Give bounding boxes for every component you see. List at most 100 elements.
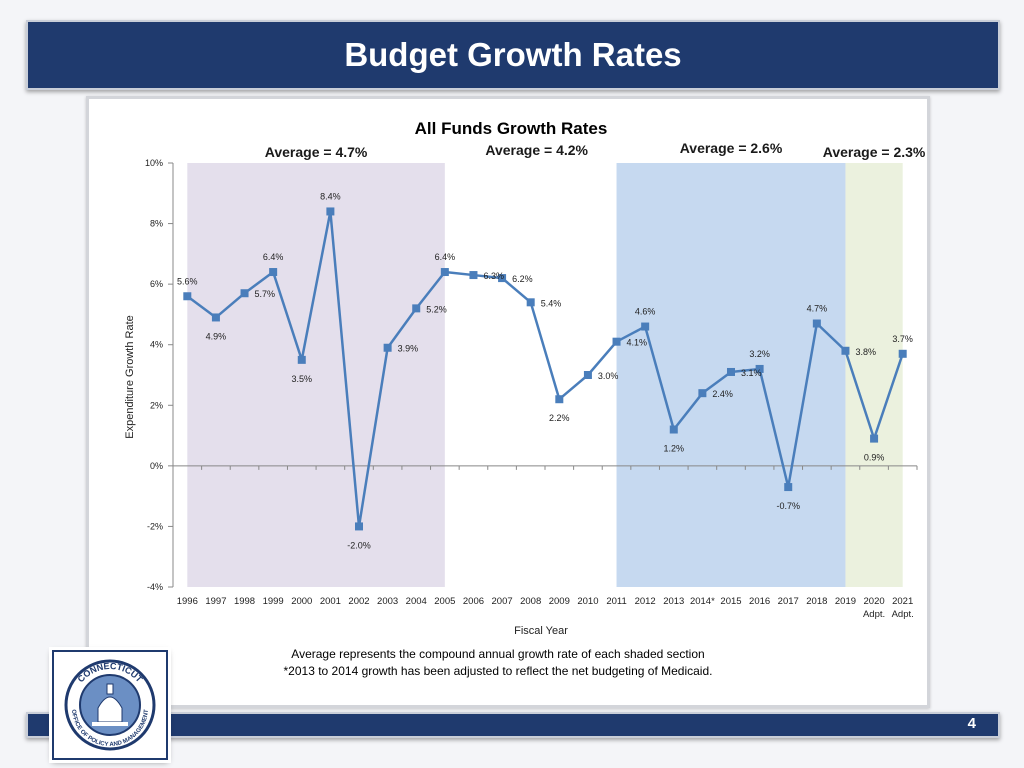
data-point: [412, 304, 421, 313]
y-tick-label: 10%: [145, 158, 163, 168]
y-tick-label: 6%: [150, 279, 163, 289]
x-tick-label: 2020: [864, 596, 885, 607]
data-point: [727, 367, 735, 376]
x-tick-label: 2021: [892, 596, 913, 607]
x-tick-label: 2007: [492, 596, 513, 607]
x-tick-sublabel: Adpt.: [863, 609, 885, 620]
data-point: [183, 292, 192, 301]
x-tick-label: 1998: [234, 596, 255, 607]
y-axis-title: Expenditure Growth Rate: [124, 315, 136, 439]
x-tick-label: 2000: [291, 596, 312, 607]
data-point: [870, 434, 879, 443]
shaded-region-1: [187, 163, 445, 587]
x-tick-label: 2019: [835, 596, 856, 607]
chart-panel: -4% -2% 0% 2% 4% 6% 8% 10% 1996 1997 1998 1999 2000 2…: [86, 96, 930, 708]
data-label: 6.4%: [263, 252, 284, 262]
x-tick-label: 1996: [177, 596, 198, 607]
x-tick-label: 2010: [577, 596, 598, 607]
data-point: [841, 346, 850, 355]
x-tick-label: 2008: [520, 596, 541, 607]
x-tick-label: 2006: [463, 596, 484, 607]
data-point: [641, 322, 650, 331]
data-point: [326, 207, 335, 216]
x-tick-label: 1997: [205, 596, 226, 607]
x-tick-label: 2004: [406, 596, 427, 607]
x-tick-label: 2014*: [690, 596, 715, 607]
page-number: 4: [967, 715, 976, 732]
average-label-3: Average = 2.3%: [823, 144, 926, 160]
data-point: [269, 268, 278, 277]
x-tick-label: 2002: [348, 596, 369, 607]
data-point: [555, 395, 564, 404]
data-label: 5.4%: [541, 298, 562, 308]
data-point: [583, 371, 592, 379]
data-label: 3.7%: [892, 334, 913, 344]
data-point: [469, 271, 478, 280]
data-label: -0.7%: [776, 501, 800, 511]
y-tick-label: 2%: [150, 400, 163, 410]
data-point: [297, 355, 306, 364]
data-point: [240, 289, 249, 298]
y-tick-label: -4%: [147, 582, 163, 592]
shaded-region-3: [845, 163, 903, 587]
x-tick-label: 2012: [635, 596, 656, 607]
data-point: [698, 389, 707, 398]
data-label: 8.4%: [320, 191, 341, 201]
x-tick-label: 2016: [749, 596, 770, 607]
data-point: [440, 268, 449, 277]
data-point: [784, 483, 793, 492]
data-point: [498, 274, 507, 283]
x-axis-title: Fiscal Year: [514, 625, 568, 637]
data-point: [812, 319, 821, 328]
data-label: 4.9%: [206, 331, 227, 341]
x-tick-label: 2009: [549, 596, 570, 607]
data-point: [211, 313, 220, 322]
data-label: 4.7%: [807, 304, 828, 314]
ct-opm-logo: CONNECTICUT OFFICE OF POLICY AND MANAGEM…: [52, 650, 168, 760]
data-label: 3.9%: [398, 344, 419, 354]
x-tick-label: 2005: [434, 596, 455, 607]
chart-title: All Funds Growth Rates: [415, 119, 608, 138]
bottom-bar: 4: [26, 712, 1000, 738]
x-tick-label: 2013: [663, 596, 684, 607]
title-bar: Budget Growth Rates: [26, 20, 1000, 90]
average-annotation-1: Average = 4.2%: [485, 142, 588, 158]
y-tick-label: 4%: [150, 340, 163, 350]
data-point: [526, 298, 535, 307]
data-point: [612, 337, 621, 346]
data-label: 3.5%: [292, 374, 313, 384]
data-label: 3.0%: [598, 371, 619, 381]
data-label: 2.2%: [549, 413, 570, 423]
data-label: -2.0%: [347, 540, 371, 550]
data-label: 1.2%: [664, 444, 685, 454]
data-label: 6.2%: [512, 274, 533, 284]
growth-rate-chart: -4% -2% 0% 2% 4% 6% 8% 10% 1996 1997 1998 1999 2000 2…: [124, 119, 926, 678]
data-label: 5.6%: [177, 276, 198, 286]
data-label: 4.6%: [635, 307, 656, 317]
x-tick-label: 2015: [720, 596, 741, 607]
average-label-2: Average = 2.6%: [680, 140, 783, 156]
x-tick-sublabel: Adpt.: [892, 609, 914, 620]
average-label-1: Average = 4.7%: [265, 144, 368, 160]
data-label: 5.7%: [255, 289, 276, 299]
slide-title: Budget Growth Rates: [344, 36, 682, 73]
x-tick-label: 2018: [806, 596, 827, 607]
x-tick-label: 2011: [606, 596, 626, 607]
x-tick-label: 2017: [778, 596, 799, 607]
data-label: 3.1%: [741, 368, 762, 378]
x-tick-label: 2003: [377, 596, 398, 607]
x-tick-label: 2001: [320, 596, 341, 607]
data-label: 0.9%: [864, 453, 885, 463]
data-label: 6.3%: [483, 271, 504, 281]
footnote-medicaid: *2013 to 2014 growth has been adjusted t…: [284, 664, 713, 678]
series-line: [186, 210, 904, 528]
data-point: [755, 364, 764, 373]
data-label: 3.2%: [749, 349, 770, 359]
data-label: 4.1%: [627, 338, 648, 348]
y-tick-label: -2%: [147, 521, 163, 531]
data-label: 5.2%: [426, 304, 447, 314]
y-tick-label: 0%: [150, 461, 163, 471]
data-point: [898, 349, 907, 358]
data-point: [669, 425, 678, 434]
footnote-average: Average represents the compound annual g…: [291, 647, 704, 661]
